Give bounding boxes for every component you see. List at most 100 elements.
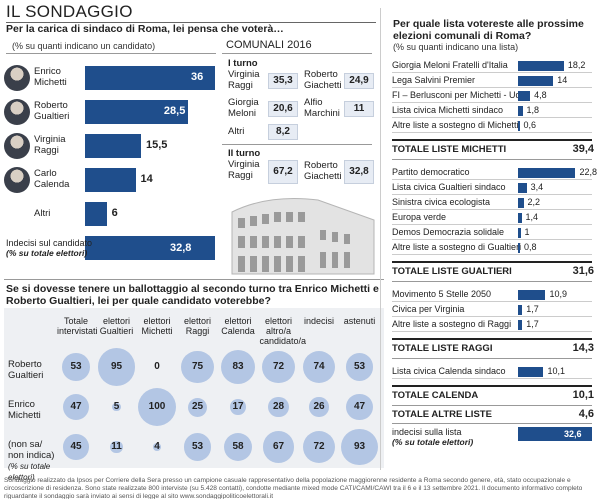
ballot-value: 28 bbox=[272, 401, 285, 412]
list-bar bbox=[518, 290, 546, 300]
list-bar bbox=[518, 228, 521, 238]
rule bbox=[392, 385, 592, 387]
list-value: 0,8 bbox=[524, 242, 537, 252]
lists-question: Per quale lista votereste alle prossime … bbox=[393, 18, 584, 42]
rule bbox=[392, 316, 592, 317]
list-name: Lista civica Calenda sindaco bbox=[392, 366, 506, 376]
candidate-name: Roberto Gualtieri bbox=[34, 100, 70, 122]
round1-name: Roberto Giachetti bbox=[304, 69, 342, 91]
ballot-value: 74 bbox=[313, 361, 325, 372]
ballot-question: Se si dovesse tenere un ballottaggio al … bbox=[6, 283, 379, 307]
ballot-value: 17 bbox=[232, 401, 244, 412]
list-bar bbox=[518, 106, 523, 116]
list-bar bbox=[518, 198, 524, 208]
list-bar bbox=[518, 367, 544, 377]
candidate-value: 28,5 bbox=[163, 105, 186, 117]
round2-value: 67,2 bbox=[268, 160, 298, 184]
ballot-bubble bbox=[188, 397, 207, 417]
list-name: Lista civica Michetti sindaco bbox=[392, 105, 504, 115]
ballot-bubble bbox=[262, 350, 295, 384]
lists-unit: (% su quanti indicano una lista) bbox=[393, 42, 519, 52]
ballot-value: 5 bbox=[113, 401, 120, 412]
rule bbox=[392, 194, 592, 195]
ballot-column-header: indecisi bbox=[303, 316, 334, 326]
list-total-value: 39,4 bbox=[572, 143, 594, 155]
ballot-bubble bbox=[230, 399, 246, 415]
list-name: Civica per Virginia bbox=[392, 304, 465, 314]
candidate-name: Enrico Michetti bbox=[34, 66, 67, 88]
candidate-value: 36 bbox=[191, 71, 204, 83]
list-name: Movimento 5 Stelle 2050 bbox=[392, 289, 492, 299]
round1-value: 8,2 bbox=[268, 124, 298, 140]
ballot-bubble bbox=[345, 353, 374, 381]
candidate-avatar bbox=[4, 65, 30, 91]
list-bar bbox=[518, 76, 554, 86]
rule bbox=[392, 179, 592, 180]
rule bbox=[392, 239, 592, 240]
list-name: Giorgia Meloni Fratelli d'Italia bbox=[392, 60, 508, 70]
ballot-value: 47 bbox=[70, 401, 82, 412]
ballot-value: 45 bbox=[70, 441, 82, 452]
list-name: Altre liste a sostegno di Raggi bbox=[392, 319, 512, 329]
list-total-value: 10,1 bbox=[572, 389, 594, 401]
round1-value: 20,6 bbox=[268, 101, 298, 117]
list-name: Partito democratico bbox=[392, 167, 470, 177]
list-value: 3,4 bbox=[530, 182, 544, 192]
list-name: Altre liste a sostegno di Gualtieri bbox=[392, 242, 522, 252]
round1-name: Alfio Marchini bbox=[304, 97, 340, 119]
list-value: 4,8 bbox=[534, 90, 547, 100]
list-bar bbox=[518, 243, 521, 253]
candidate-name: Virginia Raggi bbox=[34, 134, 66, 156]
list-value: 1,7 bbox=[526, 319, 539, 329]
ballot-value: 72 bbox=[272, 361, 285, 372]
rule bbox=[392, 338, 592, 340]
ballot-row-note: (% su totale elettori) bbox=[8, 462, 51, 482]
rule bbox=[392, 139, 592, 141]
ballot-row-label: Enrico Michetti bbox=[8, 399, 41, 421]
list-total-value: 31,6 bbox=[572, 265, 594, 277]
list-total-label: TOTALE LISTE GUALTIERI bbox=[392, 266, 512, 277]
other-total-label: TOTALE ALTRE LISTE bbox=[392, 409, 492, 420]
rule bbox=[222, 53, 372, 54]
list-value: 10,9 bbox=[549, 289, 568, 299]
candidate-value: 15,5 bbox=[145, 139, 168, 151]
colosseum-icon bbox=[231, 198, 375, 275]
ballot-bubble bbox=[268, 396, 289, 418]
list-value: 0,6 bbox=[523, 120, 537, 130]
ballot-bubble bbox=[183, 433, 212, 461]
rule bbox=[392, 331, 592, 332]
candidate-bar bbox=[85, 168, 136, 192]
candidate-row: Roberto Gualtieri 28,5 bbox=[0, 98, 210, 126]
candidate-name: Altri bbox=[34, 208, 51, 219]
other-total-value: 4,6 bbox=[578, 408, 594, 420]
rule bbox=[392, 261, 592, 263]
round1-name: Virginia Raggi bbox=[228, 69, 260, 91]
ballot-bubble bbox=[309, 397, 329, 417]
candidate-row: Enrico Michetti 36 bbox=[0, 64, 215, 92]
ballot-value: 72 bbox=[313, 441, 325, 452]
candidate-row: Virginia Raggi 15,5 bbox=[0, 132, 210, 160]
candidate-bar bbox=[85, 100, 188, 124]
ballot-value: 11 bbox=[111, 441, 122, 452]
candidate-bar bbox=[85, 134, 141, 158]
ballot-bubble bbox=[110, 440, 123, 454]
list-bar bbox=[518, 305, 523, 315]
ballot-bubble bbox=[138, 388, 176, 426]
candidate-avatar bbox=[4, 167, 30, 193]
ballot-value: 26 bbox=[313, 401, 325, 412]
ballot-bubble bbox=[112, 402, 121, 412]
round2-value: 32,8 bbox=[344, 160, 374, 184]
ballot-value: 95 bbox=[110, 361, 123, 372]
lists-chart: Giorgia Meloni Fratelli d'Italia 18,2 Lega… bbox=[388, 56, 600, 476]
rule bbox=[392, 281, 592, 282]
round1-label: I turno bbox=[228, 58, 258, 69]
ballot-bubble bbox=[181, 350, 214, 384]
undecided-bar bbox=[85, 236, 215, 260]
rule bbox=[4, 279, 384, 280]
list-bar bbox=[518, 168, 576, 178]
list-bar bbox=[518, 91, 531, 101]
ballot-bubble bbox=[62, 393, 90, 421]
column-divider bbox=[380, 8, 381, 470]
list-value: 18,2 bbox=[567, 60, 586, 70]
rule bbox=[392, 102, 592, 103]
